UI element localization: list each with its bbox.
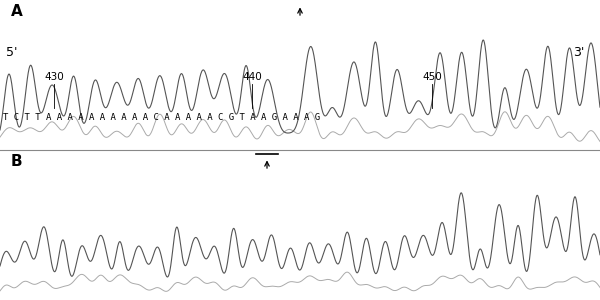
Text: 450: 450 [422,72,442,82]
Text: 430: 430 [44,72,64,82]
Text: 5': 5' [6,46,17,59]
Text: A: A [11,4,23,20]
Text: B: B [11,154,22,169]
Text: 3': 3' [573,46,584,59]
Text: T C T T A A A A A A A A A A C A A A A A C G T A A G A A A G: T C T T A A A A A A A A A A C A A A A A … [3,112,320,122]
Text: 440: 440 [242,72,262,82]
